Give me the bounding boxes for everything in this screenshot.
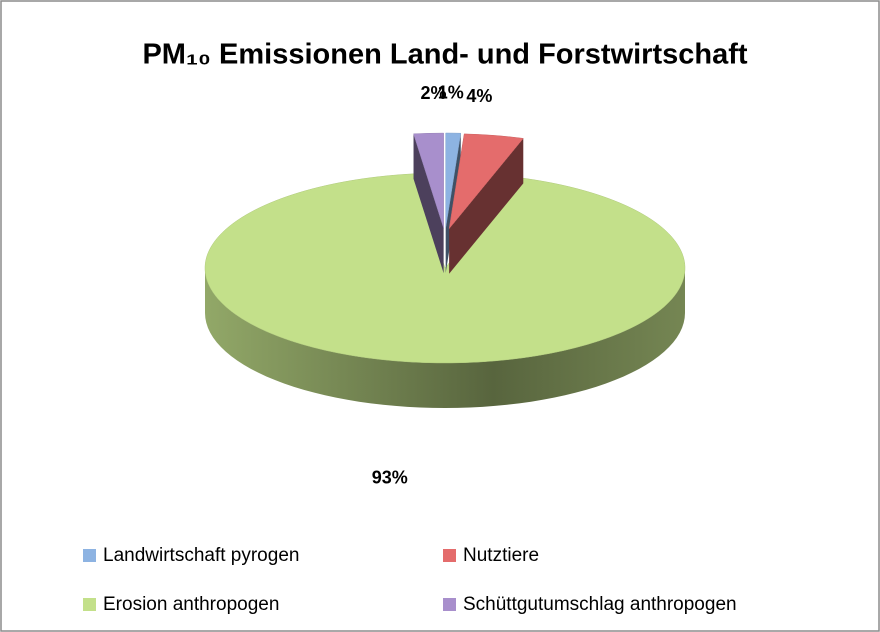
legend-swatch <box>83 598 96 611</box>
slice <box>413 132 444 229</box>
slice-wall <box>449 138 524 274</box>
data-label: 4% <box>466 86 492 106</box>
legend-label: Nutztiere <box>463 545 539 566</box>
slice <box>448 133 524 230</box>
slice <box>204 173 686 364</box>
data-label: 1% <box>438 83 464 103</box>
chart-title: PM₁₀ Emissionen Land- und Forstwirtschaf… <box>142 39 747 71</box>
legend-swatch <box>443 549 456 562</box>
legend-label: Erosion anthropogen <box>103 594 279 615</box>
data-label: 93% <box>372 467 408 487</box>
legend-swatch <box>443 598 456 611</box>
data-label: 2% <box>420 83 446 103</box>
slice-wall <box>413 133 444 274</box>
legend-label: Schüttgutumschlag anthropogen <box>463 594 737 615</box>
slice <box>445 132 462 229</box>
legend-label: Landwirtschaft pyrogen <box>103 545 299 566</box>
slice-side <box>205 268 685 408</box>
legend-swatch <box>83 549 96 562</box>
